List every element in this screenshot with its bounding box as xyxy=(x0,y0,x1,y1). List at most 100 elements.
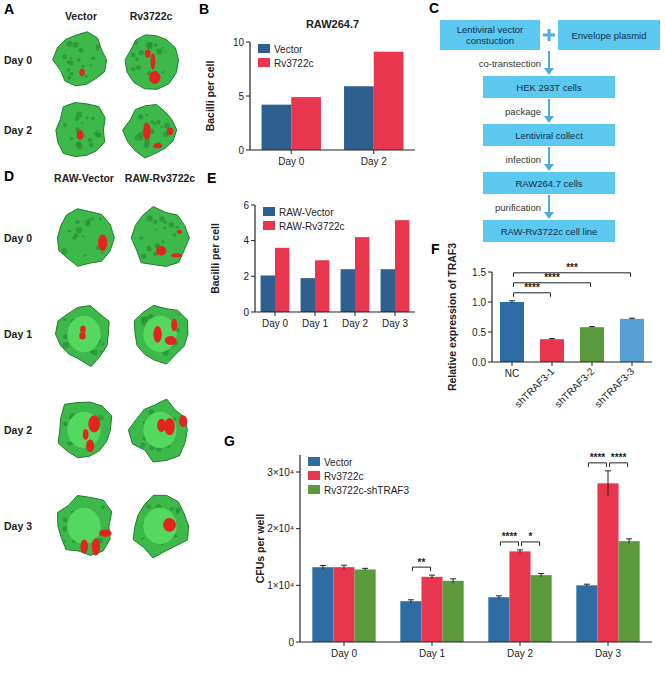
arrow-line xyxy=(548,51,550,69)
cell-texture xyxy=(143,316,149,322)
cell-texture xyxy=(91,56,95,60)
flow-edge-label: co-transtection xyxy=(479,58,541,69)
significance-bracket xyxy=(522,542,540,546)
cell-texture xyxy=(141,537,144,540)
bars xyxy=(500,301,644,362)
legend-swatch xyxy=(263,207,275,216)
x-tick xyxy=(552,362,553,366)
bacterium xyxy=(88,415,100,432)
arrow-head xyxy=(544,116,554,123)
cell-texture xyxy=(67,68,71,72)
significance-label: **** xyxy=(611,452,627,463)
column-header: RAW-Vector xyxy=(54,172,114,184)
x-tick xyxy=(520,642,521,646)
cell-texture xyxy=(144,143,149,148)
y-tick-label: 1.0 xyxy=(472,297,486,308)
bacterium xyxy=(86,439,94,452)
legend-label: Rv3722c-shTRAF3 xyxy=(324,485,409,496)
significance-bracket xyxy=(588,463,606,467)
flow-box xyxy=(483,124,615,146)
cell-texture xyxy=(101,251,104,254)
error-bar xyxy=(538,573,544,576)
image-frame xyxy=(48,97,114,163)
image-panel: RAW-VectorRAW-Rv3722cDay 0Day 1Day 2Day … xyxy=(4,172,196,572)
bacterium xyxy=(80,325,86,333)
cell-texture xyxy=(97,134,100,137)
flow-box-text: Lentiviral vectorconstuction xyxy=(457,24,524,46)
nucleus xyxy=(143,316,176,352)
cell-texture xyxy=(63,334,68,339)
column-header: RAW-Rv3722c xyxy=(125,172,196,184)
cell-texture xyxy=(85,75,88,78)
column-header: Vector xyxy=(65,10,97,22)
y-tick xyxy=(246,96,250,97)
image-frame xyxy=(48,288,120,380)
panel-label: G xyxy=(224,433,235,449)
y-tick-label: 5 xyxy=(238,91,244,102)
y-tick-label: 3×10⁴ xyxy=(267,467,294,478)
y-tick-label: 0 xyxy=(243,307,249,318)
bacterium xyxy=(80,539,88,553)
bacterium xyxy=(79,68,84,76)
image-frame xyxy=(48,480,120,572)
cell-texture xyxy=(156,48,162,54)
flow-box-text: HEK 293T cells xyxy=(516,82,582,93)
column-header: Rv3722c xyxy=(130,10,173,22)
bacterium xyxy=(149,71,160,84)
legend-swatch xyxy=(258,44,270,53)
bars xyxy=(312,471,639,642)
error-bar xyxy=(584,584,590,586)
y-tick-label: 0.5 xyxy=(472,327,486,338)
cell-texture xyxy=(73,42,79,48)
cell-texture xyxy=(88,138,92,142)
y-tick xyxy=(251,205,255,206)
cell-texture xyxy=(83,221,85,223)
bar xyxy=(421,577,442,642)
flow-box-text: Lentiviral collect xyxy=(515,130,583,141)
panel-label: E xyxy=(207,170,216,186)
bar xyxy=(312,567,333,642)
cell-texture xyxy=(63,123,67,127)
bar xyxy=(275,248,289,312)
bar xyxy=(580,327,604,362)
cell-texture xyxy=(135,134,141,140)
bacterium xyxy=(163,518,176,532)
row-label: Day 2 xyxy=(4,424,32,436)
bar xyxy=(355,237,369,312)
cell-body xyxy=(58,209,115,266)
significance-bracket xyxy=(514,273,631,277)
cell-texture xyxy=(131,53,136,58)
x-tick-label: shTRAF3-1 xyxy=(512,365,556,409)
significance-label: ** xyxy=(418,557,426,568)
legend-swatch xyxy=(308,471,320,480)
chart: 0246Day 0Day 1Day 2Day 3Bacilli per cell… xyxy=(209,200,415,330)
cell-texture xyxy=(70,62,74,66)
x-tick-label: Day 0 xyxy=(331,648,358,659)
y-tick xyxy=(488,332,492,333)
cell-texture xyxy=(102,343,105,346)
chart: 01×10⁴2×10⁴3×10⁴Day 0Day 1Day 2Day 3CFUs… xyxy=(254,452,652,659)
image-panel: VectorRv3722cDay 0Day 2 xyxy=(4,10,184,163)
y-axis xyxy=(491,272,492,362)
y-tick-label: 6 xyxy=(243,200,249,211)
bacterium xyxy=(165,336,177,345)
cell-texture xyxy=(86,117,89,120)
cell-texture xyxy=(169,222,175,228)
y-tick xyxy=(251,312,255,313)
cell-texture xyxy=(147,246,152,251)
cell-body xyxy=(134,305,188,364)
error-bar xyxy=(362,568,368,570)
y-tick-label: 1.5 xyxy=(472,267,486,278)
nucleus xyxy=(143,412,176,448)
bacterium xyxy=(83,429,89,440)
x-axis xyxy=(300,641,652,642)
x-tick-label: Day 3 xyxy=(382,318,409,329)
y-tick-label: 4 xyxy=(243,235,249,246)
panel-label: D xyxy=(4,168,14,184)
flow-box-text: Envelope plasmid xyxy=(572,30,647,41)
arrow-line xyxy=(548,147,550,165)
cell-texture xyxy=(75,116,80,121)
y-tick xyxy=(488,272,492,273)
x-tick-label: Day 2 xyxy=(507,648,534,659)
x-tick-label: Day 0 xyxy=(262,318,289,329)
